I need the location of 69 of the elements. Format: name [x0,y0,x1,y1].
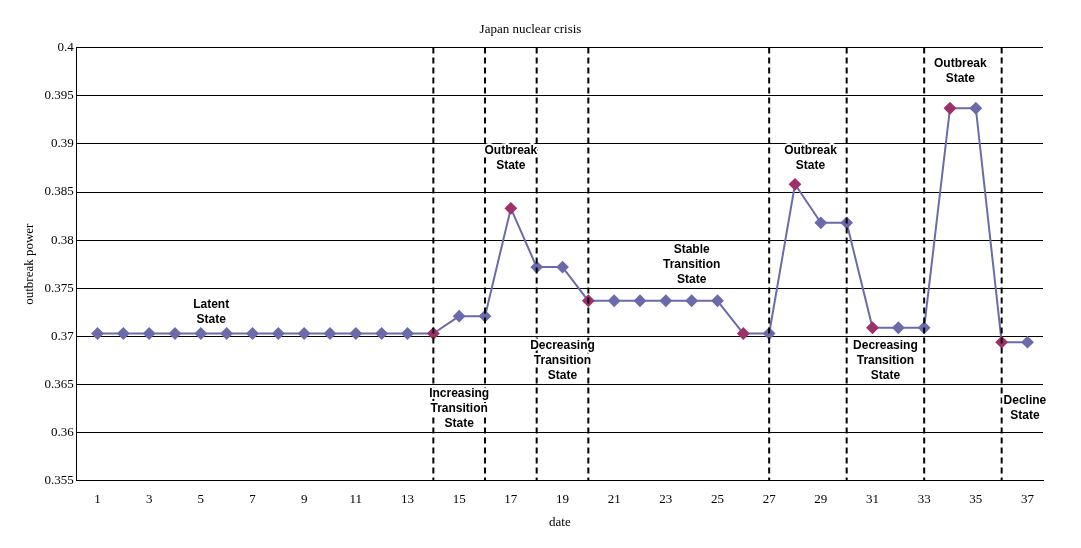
x-tick-label: 35 [969,491,983,507]
point [91,327,104,340]
point [634,294,647,307]
point [711,294,724,307]
y-tick-label: 0.385 [44,183,74,199]
point [194,327,207,340]
annotation: Decline State [1003,393,1047,423]
annotation: Decreasing Transition State [530,337,595,382]
point [944,102,956,115]
y-tick-label: 0.38 [51,231,74,247]
point [814,216,827,229]
x-tick-label: 25 [711,491,725,507]
x-tick-label: 21 [607,491,621,507]
x-tick-label: 33 [917,491,931,507]
point [969,102,982,115]
annotation: Increasing Transition State [429,385,490,430]
y-tick-label: 0.36 [51,424,75,440]
point [789,178,801,191]
annotation: Latent State [193,297,230,327]
x-tick-label: 11 [349,491,363,507]
x-axis-title: date [549,513,571,529]
y-tick-label: 0.375 [44,279,74,295]
point [272,327,285,340]
point [608,294,621,307]
point [298,327,311,340]
point [892,321,905,334]
x-tick-label: 7 [249,491,257,507]
point [117,327,130,340]
x-tick-label: 5 [197,491,205,507]
x-tick-label: 23 [659,491,673,507]
y-tick-label: 0.39 [51,135,74,151]
annotation: Stable Transition State [663,241,721,286]
x-tick-label: 17 [504,491,518,507]
point [220,327,233,340]
point [169,327,182,340]
point [504,202,517,215]
point [401,327,414,340]
x-tick-label: 15 [452,491,466,507]
chart-title: Japan nuclear crisis [479,21,582,37]
y-tick-label: 0.37 [51,327,75,343]
x-tick-label: 9 [300,491,308,507]
x-tick-label: 3 [145,491,153,507]
point [143,327,156,340]
point [866,321,879,334]
x-tick-label: 19 [556,491,570,507]
annotation: Outbreak State [933,56,987,86]
x-tick-label: 27 [762,491,777,507]
x-tick-label: 31 [866,491,879,507]
x-tick-label: 37 [1021,491,1035,507]
annotation: Decreasing Transition State [853,337,918,382]
point [659,294,672,307]
y-axis-title: outbreak power [21,222,37,305]
point [556,261,569,274]
point [375,327,388,340]
x-tick-label: 1 [94,491,101,507]
point [1021,336,1034,349]
x-tick-label: 13 [401,491,415,507]
annotation: Outbreak State [784,143,838,173]
y-tick-label: 0.4 [57,39,75,55]
point [349,327,362,340]
point [737,327,750,340]
y-tick-label: 0.355 [44,472,74,488]
y-tick-label: 0.395 [44,87,74,103]
point [246,327,259,340]
y-tick-label: 0.365 [44,375,74,391]
point [324,327,337,340]
x-tick-label: 29 [814,491,828,507]
point [453,310,466,323]
point [685,294,698,307]
